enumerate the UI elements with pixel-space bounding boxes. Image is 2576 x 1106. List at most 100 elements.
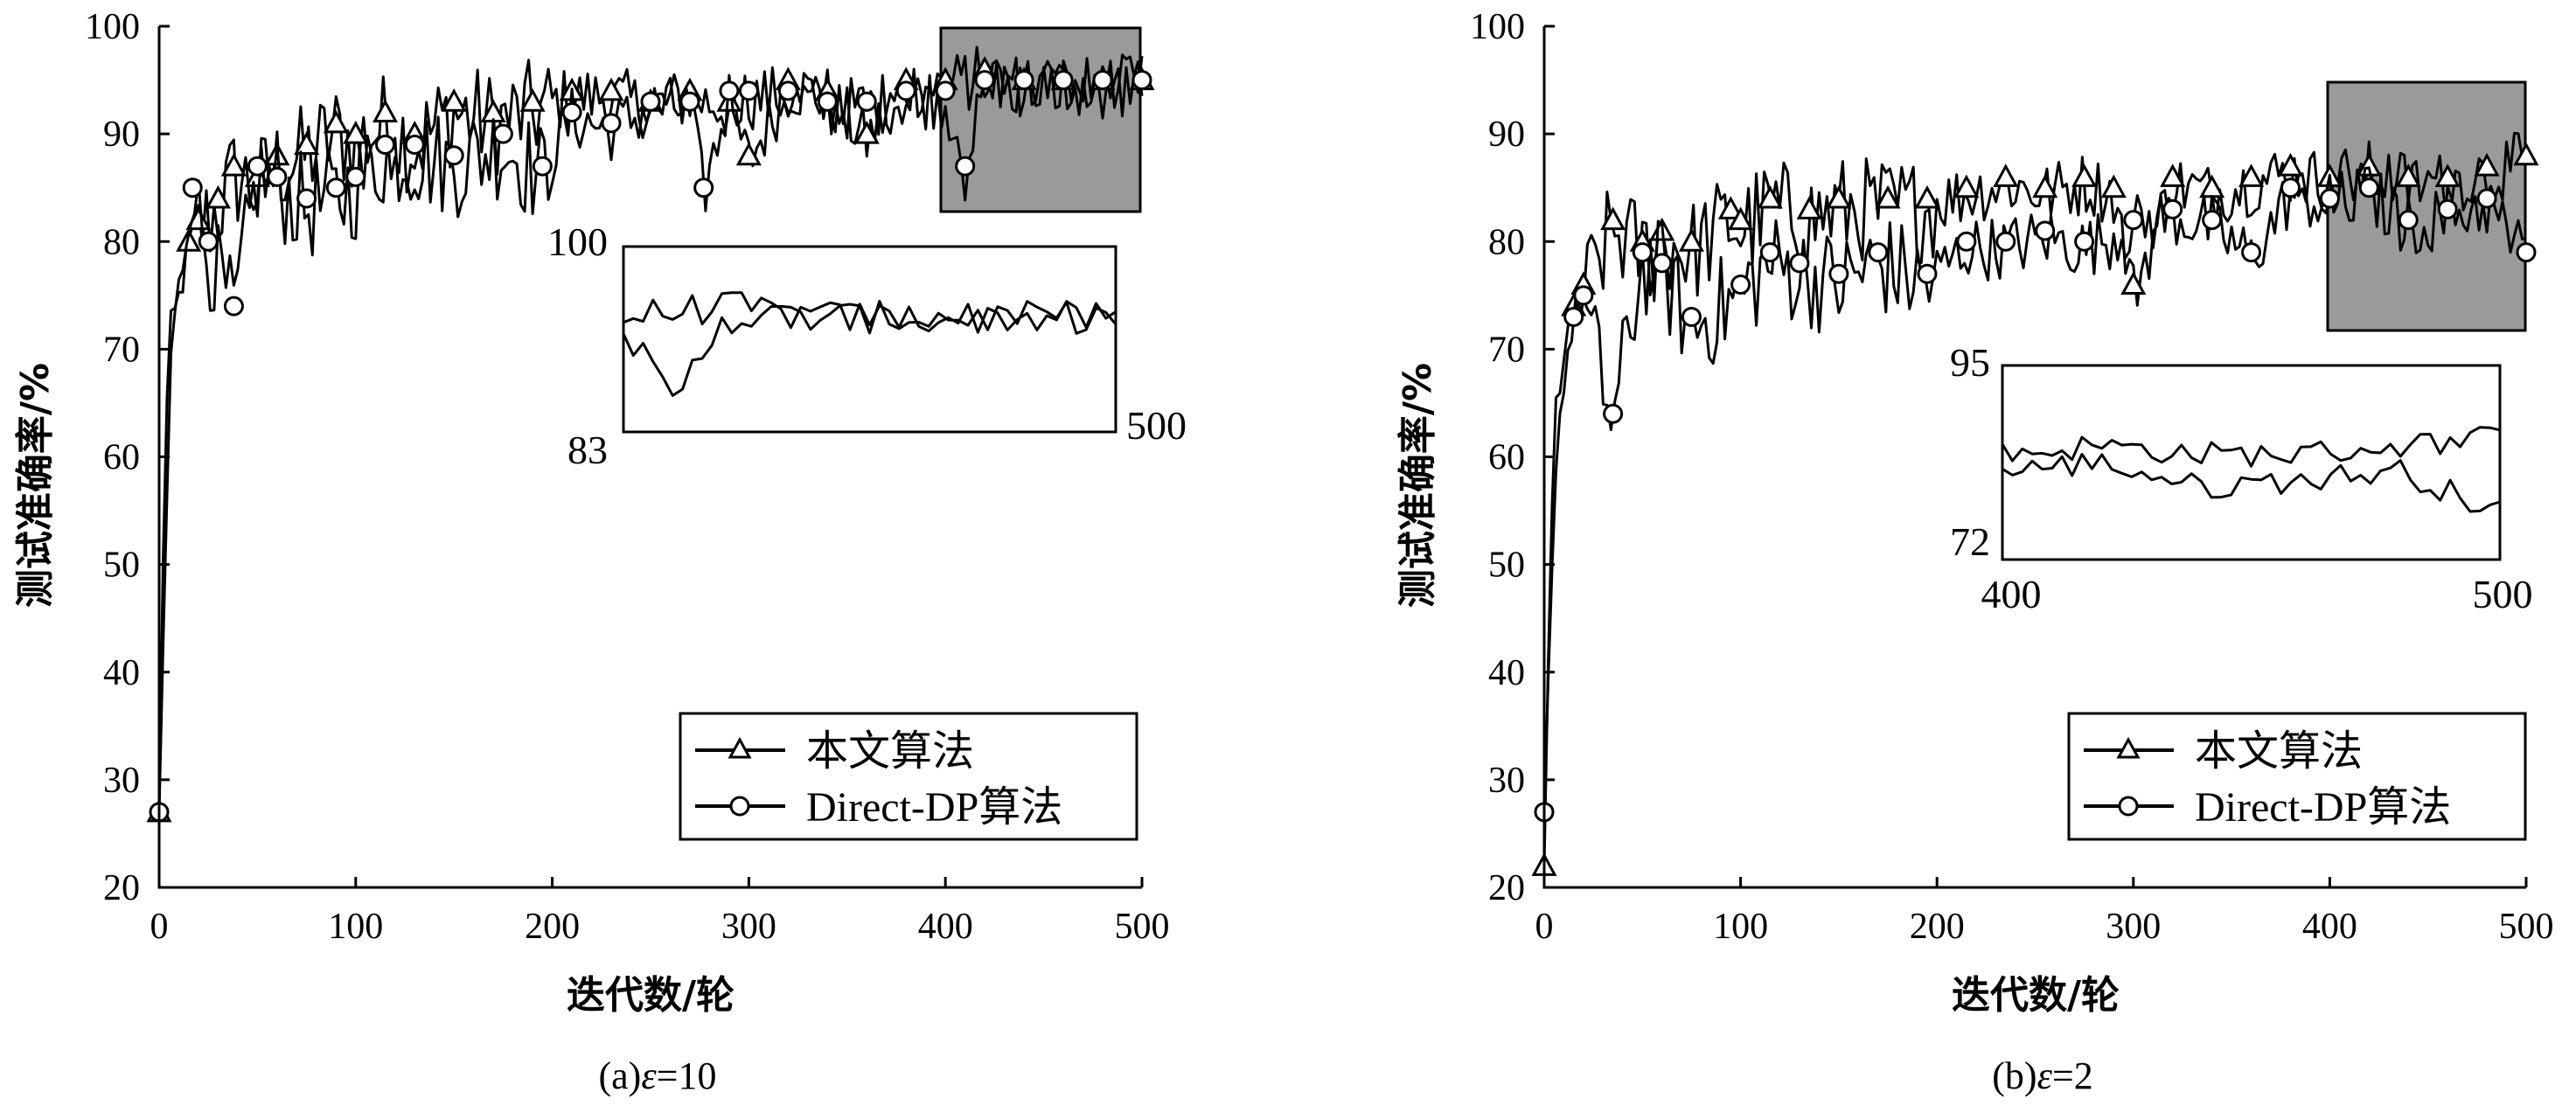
circle-marker: [2319, 188, 2340, 209]
circle-marker: [2280, 177, 2301, 198]
circle-marker: [325, 177, 346, 198]
circle-marker: [1573, 285, 1594, 306]
y-tick-label: 70: [103, 330, 140, 370]
circle-marker: [2516, 242, 2537, 263]
legend-label-proposed-a: 本文算法: [806, 728, 974, 775]
legend-circle-marker-b: [2118, 796, 2139, 817]
legend-circle-marker-a: [729, 796, 750, 817]
x-tick-label: 400: [2302, 907, 2357, 947]
circle-marker: [2358, 177, 2379, 198]
circle-marker: [1789, 253, 1810, 274]
x-tick-label: 200: [525, 907, 580, 947]
circle-marker: [2241, 242, 2262, 263]
circle-marker: [935, 80, 956, 101]
circle-marker: [693, 177, 714, 198]
panel-a: 20 30 40 50 60 70 80 90 100 0 100 200 300 400 500 测试准…: [13, 7, 1187, 1097]
x-ticks-b: 0 100 200 300 400 500: [1535, 877, 2554, 947]
circle-marker: [1759, 242, 1780, 263]
triangle-marker: [1826, 184, 1852, 209]
triangle-marker: [2513, 142, 2539, 166]
panel-b: 20 30 40 50 60 70 80 90 100 0 100 200 300 400 500 测试准…: [1396, 7, 2554, 1097]
triangle-marker: [441, 88, 467, 112]
circle-marker: [1730, 275, 1751, 295]
circle-marker: [1681, 306, 1702, 327]
triangle-marker: [1953, 174, 1980, 198]
triangle-marker: [2160, 163, 2186, 187]
triangle-marker: [323, 109, 349, 134]
y-tick-label: 30: [103, 761, 140, 801]
circle-marker: [895, 80, 916, 101]
triangle-marker: [2395, 163, 2421, 187]
circle-marker: [345, 166, 366, 187]
circle-marker: [182, 177, 203, 198]
triangle-marker: [1600, 206, 1626, 231]
triangle-marker: [2474, 152, 2500, 177]
triangle-marker: [1757, 184, 1783, 209]
legend-b: 本文算法 Direct-DP算法: [2067, 712, 2527, 841]
circle-marker: [640, 91, 661, 112]
y-tick-label: 100: [1470, 7, 1525, 47]
circle-marker: [247, 156, 268, 177]
inset-ymax-b: 95: [1950, 340, 1990, 385]
circle-marker: [1652, 253, 1673, 274]
inset-series-b: [2001, 426, 2501, 513]
inset-xmax-a: 500: [1126, 403, 1187, 448]
y-tick-label: 50: [103, 546, 140, 586]
circle-marker: [1092, 70, 1113, 91]
circle-marker: [2162, 198, 2183, 219]
circle-marker: [2123, 210, 2144, 231]
circle-marker: [856, 91, 877, 112]
triangle-marker: [205, 184, 231, 209]
legend-frame-b: [2067, 712, 2527, 841]
x-tick-label: 0: [150, 907, 169, 947]
inset-ymin-b: 72: [1950, 519, 1990, 564]
circle-marker: [2035, 220, 2056, 241]
y-tick-label: 40: [1488, 653, 1525, 693]
circle-marker: [1131, 70, 1152, 91]
x-tick-label: 100: [1713, 907, 1768, 947]
triangle-marker: [2032, 174, 2058, 198]
triangle-marker: [1875, 184, 1901, 209]
circle-marker: [1995, 231, 2016, 252]
circle-marker: [1632, 242, 1653, 263]
triangle-marker: [598, 77, 624, 101]
inset-series-a: [622, 291, 1117, 397]
triangle-marker: [2199, 174, 2225, 198]
circle-marker: [223, 296, 244, 316]
legend-frame-a: [679, 712, 1138, 841]
circle-marker: [1603, 403, 1624, 424]
circle-marker: [1956, 231, 1977, 252]
x-tick-label: 400: [918, 907, 973, 947]
circle-marker: [955, 156, 976, 177]
circle-marker: [2202, 210, 2223, 231]
inset-line-proposed-b: [2001, 426, 2501, 468]
y-tick-label: 50: [1488, 546, 1525, 586]
circle-marker: [2476, 188, 2497, 209]
y-axis-title-b: 测试准确率/%: [1396, 363, 1440, 608]
circle-marker: [198, 231, 219, 252]
x-tick-label: 500: [2499, 907, 2554, 947]
circle-marker: [1563, 306, 1584, 327]
y-axis-title-a: 测试准确率/%: [13, 363, 58, 608]
circle-marker: [2398, 210, 2419, 231]
y-tick-label: 60: [1488, 438, 1525, 478]
inset-xmax-b: 500: [2473, 572, 2533, 616]
x-tick-label: 200: [1910, 907, 1965, 947]
circle-marker: [532, 156, 553, 177]
legend-label-proposed-b: 本文算法: [2195, 728, 2363, 775]
x-ticks-a: 0 100 200 300 400 500: [150, 877, 1170, 947]
inset-b: 95 72 400 500: [1950, 340, 2533, 616]
inset-xmin-b: 400: [1981, 572, 2042, 616]
circle-marker: [817, 91, 838, 112]
triangle-marker: [2071, 163, 2098, 187]
circle-marker: [561, 102, 582, 122]
y-tick-label: 30: [1488, 761, 1525, 801]
triangle-marker: [372, 99, 399, 122]
inset-line-proposed-a: [623, 291, 1117, 334]
triangle-marker: [1728, 206, 1754, 231]
circle-marker: [777, 80, 798, 101]
triangle-marker: [853, 120, 880, 144]
circle-marker: [1053, 70, 1074, 91]
caption-a: (a)ε=10: [598, 1054, 716, 1097]
